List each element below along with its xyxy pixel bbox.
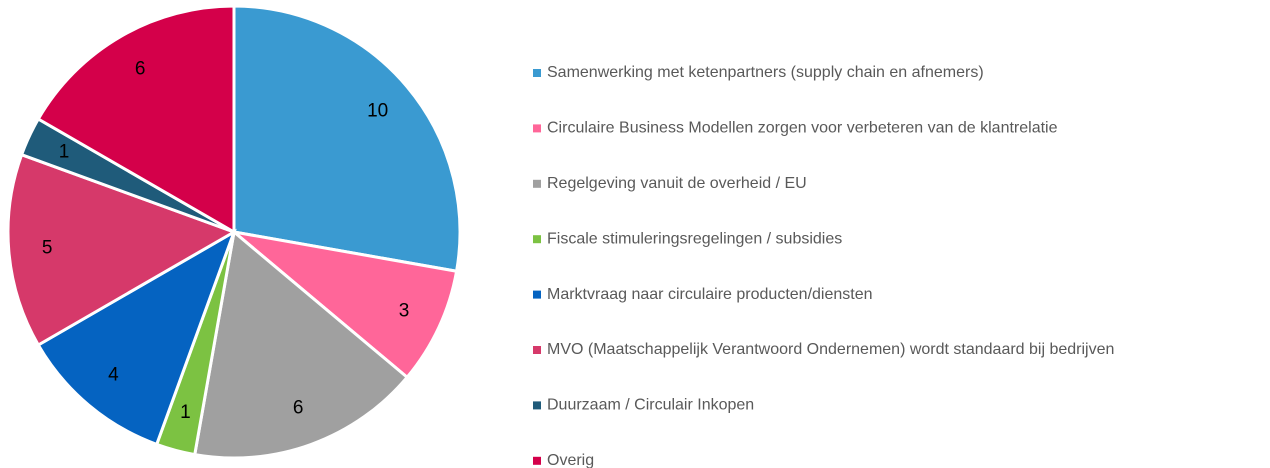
legend-swatch xyxy=(533,346,541,354)
legend-label: Overig xyxy=(547,452,594,468)
data-label: 3 xyxy=(399,300,410,321)
data-label: 1 xyxy=(180,402,191,423)
data-label: 1 xyxy=(59,142,70,163)
legend-label: Regelgeving vanuit de overheid / EU xyxy=(547,175,807,192)
data-label: 6 xyxy=(135,59,146,80)
pie-slice xyxy=(193,229,410,460)
legend-swatch xyxy=(533,69,541,77)
data-label: 5 xyxy=(42,237,53,258)
data-label: 10 xyxy=(367,100,388,121)
legend-swatch xyxy=(533,290,541,299)
legend-label: MVO (Maatschappelijk Verantwoord Onderne… xyxy=(547,341,1114,358)
pie-slice xyxy=(36,228,237,447)
legend-swatch xyxy=(533,235,541,244)
legend-label: Marktvraag naar circulaire producten/die… xyxy=(547,286,873,303)
legend-label: Fiscale stimuleringsregelingen / subsidi… xyxy=(547,230,842,247)
legend-label: Samenwerking met ketenpartners (supply c… xyxy=(547,64,984,81)
pie-slice xyxy=(228,229,459,380)
pie-slice xyxy=(36,4,236,235)
data-label: 6 xyxy=(293,397,304,418)
legend-label: Circulaire Business Modellen zorgen voor… xyxy=(547,120,1058,137)
pie-slice xyxy=(232,4,462,273)
legend-swatch xyxy=(533,456,541,465)
legend-swatch xyxy=(533,179,541,188)
pie-slice xyxy=(6,152,238,348)
legend-swatch xyxy=(533,124,541,133)
legend-label: Duurzaam / Circulair Inkopen xyxy=(547,397,754,414)
data-label: 4 xyxy=(108,365,119,386)
legend-swatch xyxy=(533,401,541,410)
